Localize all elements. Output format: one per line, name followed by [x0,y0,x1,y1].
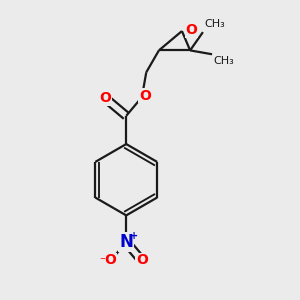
Text: O: O [104,254,116,267]
Text: CH₃: CH₃ [204,19,225,28]
Text: O: O [185,23,197,38]
Text: O: O [139,89,151,103]
Text: +: + [130,231,139,241]
Text: O: O [99,92,111,105]
Text: CH₃: CH₃ [214,56,234,66]
Text: ⁻: ⁻ [99,256,105,267]
Text: N: N [119,233,133,251]
Text: O: O [136,254,148,267]
